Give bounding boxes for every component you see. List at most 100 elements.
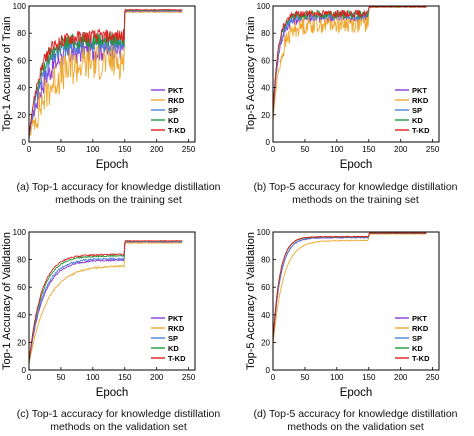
legend-label-sp: SP [168, 106, 178, 115]
series-line-kd [272, 5, 427, 115]
x-tick-label: 100 [86, 145, 100, 154]
y-tick-label: 0 [22, 366, 27, 375]
legend-label-rkd: RKD [168, 96, 185, 105]
x-tick-label: 150 [118, 373, 132, 382]
series-line-pkt [272, 232, 427, 343]
caption-b-line-1: (b) Top-5 accuracy for knowledge distill… [253, 181, 458, 193]
series-line-sp [28, 240, 183, 364]
chart-panel-b: 0 50 100 150 200 250 0 20 40 60 80 100 Epoch Top-5 Ac… [245, 2, 440, 171]
x-tick-label: 200 [150, 145, 164, 154]
legend-label-kd: KD [168, 116, 179, 125]
y-tick-label: 100 [13, 228, 27, 237]
x-tick-label: 250 [182, 145, 196, 154]
caption-d: (d) Top-5 accuracy for knowledge distill… [237, 408, 474, 434]
series-line-pkt [28, 10, 183, 138]
legend-label-t-kd: T-KD [412, 126, 430, 135]
y-tick-label: 100 [257, 2, 271, 11]
y-tick-label: 20 [17, 338, 26, 347]
legend-label-rkd: RKD [168, 324, 185, 333]
plot-frame [28, 5, 196, 143]
legend-label-sp: SP [168, 334, 178, 343]
x-axis-label: Epoch [340, 387, 373, 399]
plot-frame [28, 231, 196, 371]
series-line-pkt [272, 5, 427, 118]
y-tick-label: 60 [17, 283, 26, 292]
y-tick-label: 40 [17, 84, 26, 93]
y-tick-label: 80 [17, 29, 26, 38]
legend-label-kd: KD [412, 344, 423, 353]
x-tick-label: 200 [150, 373, 164, 382]
series-line-t-kd [28, 240, 183, 362]
plot-frame [272, 231, 440, 371]
x-tick-label: 50 [300, 373, 309, 382]
caption-d-line-1: (d) Top-5 accuracy for knowledge distill… [253, 408, 458, 420]
y-tick-label: 20 [261, 338, 270, 347]
x-tick-label: 50 [56, 145, 65, 154]
x-tick-label: 0 [27, 145, 32, 154]
y-tick-label: 80 [17, 256, 26, 265]
x-tick-label: 50 [300, 145, 309, 154]
legend-label-t-kd: T-KD [168, 126, 186, 135]
caption-a-line-1: (a) Top-1 accuracy for knowledge distill… [16, 181, 221, 193]
x-tick-label: 150 [362, 373, 376, 382]
x-tick-label: 0 [271, 145, 276, 154]
legend-label-t-kd: T-KD [168, 354, 186, 363]
y-tick-label: 20 [17, 111, 26, 120]
caption-b-line-2: methods on the training set [292, 194, 419, 206]
y-tick-label: 40 [261, 84, 270, 93]
caption-c: (c) Top-1 accuracy for knowledge distill… [0, 408, 237, 434]
legend-label-sp: SP [412, 334, 422, 343]
x-tick-label: 250 [182, 373, 196, 382]
y-tick-label: 100 [257, 228, 271, 237]
legend-label-kd: KD [412, 116, 423, 125]
x-tick-label: 200 [394, 373, 408, 382]
series-line-t-kd [272, 5, 427, 115]
legend-label-rkd: RKD [412, 324, 429, 333]
x-tick-label: 100 [330, 145, 344, 154]
y-tick-label: 60 [17, 56, 26, 65]
x-tick-label: 100 [86, 373, 100, 382]
y-axis-label: Top-5 Accuracy of Train [245, 17, 257, 132]
y-tick-label: 80 [261, 256, 270, 265]
series-line-rkd [272, 233, 427, 346]
y-axis-label: Top-1 Accuracy of Train [1, 17, 13, 132]
series-line-sp [272, 232, 427, 343]
x-tick-label: 0 [271, 373, 276, 382]
x-axis-label: Epoch [96, 159, 129, 171]
series-line-kd [272, 232, 427, 340]
legend-label-kd: KD [168, 344, 179, 353]
series-line-t-kd [28, 8, 183, 137]
legend-label-pkt: PKT [168, 314, 183, 323]
x-tick-label: 150 [118, 145, 132, 154]
legend-label-rkd: RKD [412, 96, 429, 105]
caption-d-line-2: methods on the validation set [287, 421, 424, 433]
series-line-sp [272, 5, 427, 118]
caption-b: (b) Top-5 accuracy for knowledge distill… [237, 181, 474, 207]
legend-label-pkt: PKT [168, 86, 183, 95]
chart-panel-d: 0 50 100 150 200 250 0 20 40 60 80 100 Epoch Top-5 Ac… [245, 228, 440, 399]
x-axis-label: Epoch [96, 387, 129, 399]
x-tick-label: 100 [330, 373, 344, 382]
x-tick-label: 50 [56, 373, 65, 382]
y-tick-label: 100 [13, 2, 27, 11]
caption-a: (a) Top-1 accuracy for knowledge distill… [0, 181, 237, 207]
x-tick-label: 150 [362, 145, 376, 154]
y-tick-label: 40 [261, 311, 270, 320]
y-tick-label: 0 [266, 138, 271, 147]
y-tick-label: 60 [261, 283, 270, 292]
chart-panel-a: 0 50 100 150 200 250 0 20 40 60 80 100 Epoch Top-1 Ac… [1, 2, 196, 171]
series-line-t-kd [272, 232, 427, 340]
caption-a-line-2: methods on the training set [55, 194, 182, 206]
legend-label-pkt: PKT [412, 86, 427, 95]
caption-c-line-1: (c) Top-1 accuracy for knowledge distill… [16, 408, 221, 420]
chart-panel-c: 0 50 100 150 200 250 0 20 40 60 80 100 Epoch Top-1 Ac… [1, 228, 196, 399]
x-axis-label: Epoch [340, 159, 373, 171]
y-tick-label: 40 [17, 311, 26, 320]
y-tick-label: 80 [261, 29, 270, 38]
series-line-rkd [28, 10, 183, 140]
